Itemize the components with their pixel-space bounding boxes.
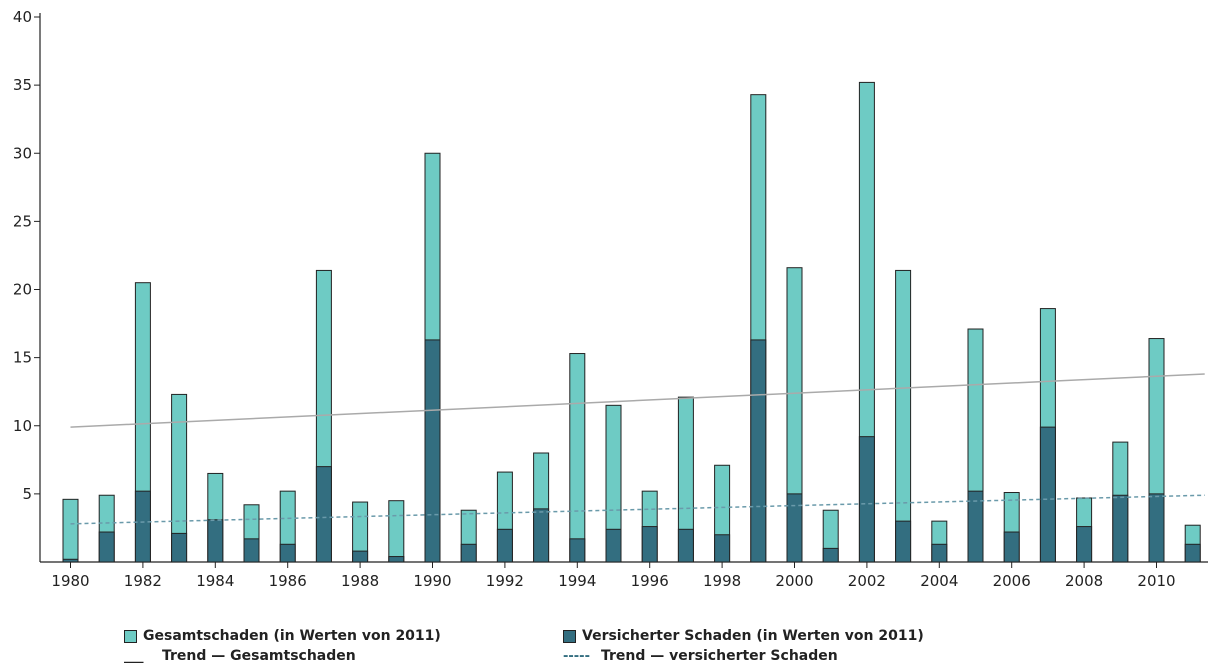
x-tick-label: 1980: [51, 572, 89, 590]
x-tick-label: 1996: [631, 572, 669, 590]
y-tick-label: 15: [13, 349, 32, 367]
bar-gesamtschaden-1994: [569, 353, 586, 563]
x-tick-label: 1998: [703, 572, 741, 590]
bar-gesamtschaden-1989: [388, 500, 405, 563]
bar-versicherter-schaden-2011: [1184, 543, 1201, 563]
bar-versicherter-schaden-2008: [1076, 526, 1093, 563]
bar-versicherter-schaden-1999: [750, 339, 767, 563]
y-tick-label: 10: [13, 417, 32, 435]
bar-versicherter-schaden-1986: [279, 543, 296, 563]
y-tick-label: 30: [13, 144, 32, 162]
bar-gesamtschaden-2003: [895, 269, 912, 563]
bar-versicherter-schaden-2007: [1039, 426, 1056, 563]
bar-versicherter-schaden-1980: [62, 558, 79, 563]
x-tick-label: 1982: [124, 572, 162, 590]
x-tick-label: 1988: [341, 572, 379, 590]
bar-versicherter-schaden-2009: [1112, 494, 1129, 563]
y-axis-ticks: 5 10 15 20 25 30 35 40: [13, 8, 40, 503]
bar-versicherter-schaden-2000: [786, 493, 803, 563]
x-tick-label: 2008: [1065, 572, 1103, 590]
bar-versicherter-schaden-2006: [1003, 531, 1020, 563]
bar-versicherter-schaden-1997: [677, 528, 694, 563]
x-tick-label: 1986: [269, 572, 307, 590]
x-tick-label: 2004: [920, 572, 958, 590]
x-tick-label: 1992: [486, 572, 524, 590]
bar-versicherter-schaden-2010: [1148, 493, 1165, 563]
y-tick-label: 25: [13, 212, 32, 230]
x-axis-ticks: 1980 1982 1984 1986 1988 1990 1992 1994 1996 1998…: [51, 562, 1176, 590]
y-tick-label: 5: [22, 485, 32, 503]
bar-versicherter-schaden-1995: [605, 528, 622, 563]
bar-versicherter-schaden-1994: [569, 538, 586, 563]
bar-versicherter-schaden-2001: [822, 547, 839, 563]
x-tick-label: 2002: [848, 572, 886, 590]
bar-versicherter-schaden-2003: [895, 520, 912, 563]
bar-versicherter-schaden-1998: [714, 534, 731, 563]
bar-versicherter-schaden-1983: [171, 532, 188, 563]
bar-versicherter-schaden-2004: [931, 543, 948, 563]
x-tick-label: 1994: [558, 572, 596, 590]
bar-versicherter-schaden-1981: [98, 531, 115, 563]
y-tick-label: 40: [13, 8, 32, 26]
x-tick-label: 2006: [993, 572, 1031, 590]
bar-versicherter-schaden-1991: [460, 543, 477, 563]
trend-line-versicherter-schaden: [70, 494, 1205, 525]
trend-lines: [70, 373, 1205, 525]
y-tick-label: 35: [13, 76, 32, 94]
bar-versicherter-schaden-1992: [496, 528, 513, 563]
bar-versicherter-schaden-1984: [207, 519, 224, 563]
bar-versicherter-schaden-1985: [243, 538, 260, 563]
bars-group: [62, 81, 1201, 563]
bar-versicherter-schaden-2002: [858, 436, 875, 563]
y-tick-label: 20: [13, 281, 32, 299]
bar-versicherter-schaden-1993: [533, 508, 550, 563]
bar-versicherter-schaden-2005: [967, 490, 984, 563]
bar-gesamtschaden-1980: [62, 498, 79, 563]
trend-line-gesamtschaden: [70, 373, 1205, 428]
x-tick-label: 1984: [196, 572, 234, 590]
bar-versicherter-schaden-1989: [388, 556, 405, 563]
x-tick-label: 2010: [1137, 572, 1175, 590]
bar-versicherter-schaden-1996: [641, 526, 658, 563]
bar-versicherter-schaden-1987: [315, 466, 332, 563]
x-tick-label: 1990: [413, 572, 451, 590]
bar-versicherter-schaden-1988: [352, 550, 369, 563]
x-tick-label: 2000: [775, 572, 813, 590]
bar-versicherter-schaden-1982: [134, 490, 151, 563]
bar-versicherter-schaden-1990: [424, 339, 441, 563]
